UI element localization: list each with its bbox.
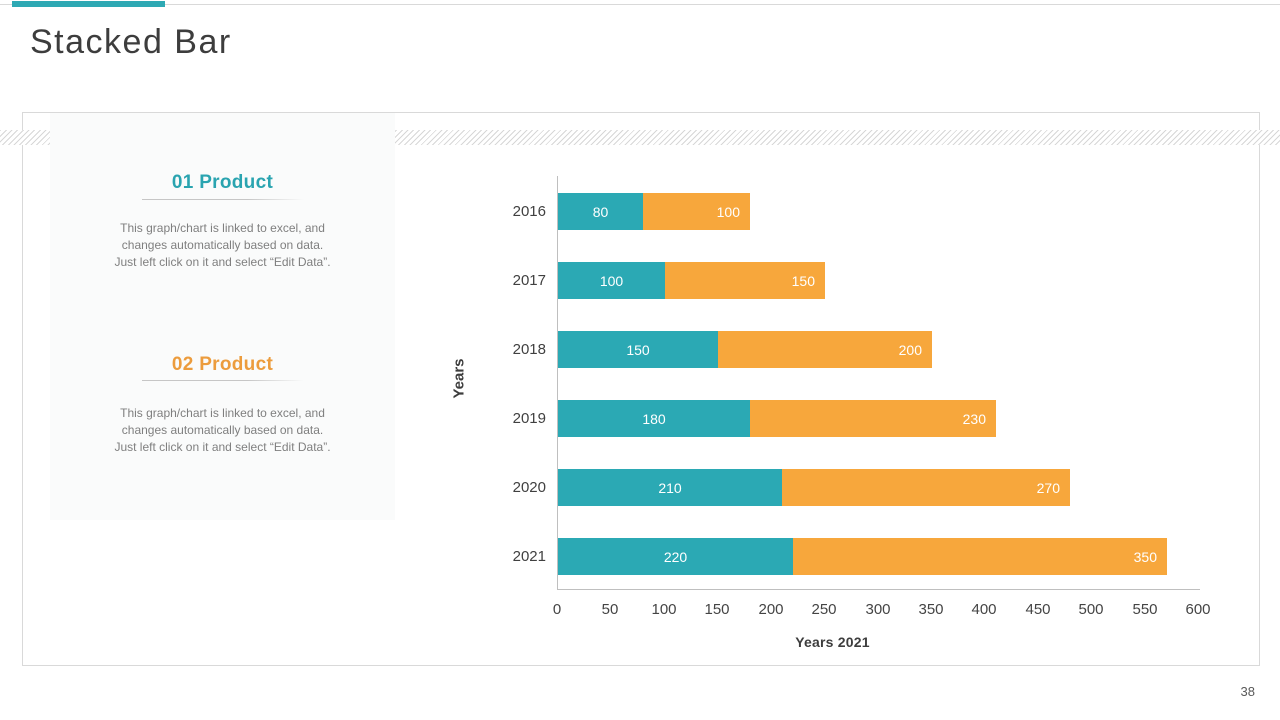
- bar-value-label: 350: [1133, 548, 1157, 565]
- description-line: changes automatically based on data.: [121, 238, 324, 252]
- product-1-heading: 01 Product: [171, 172, 274, 193]
- x-tick-label: 50: [601, 601, 619, 618]
- bar-segment-2021-01-product[interactable]: 220: [558, 538, 793, 575]
- x-tick-label: 450: [1025, 601, 1051, 618]
- bar-segment-2017-02-product[interactable]: 150: [665, 262, 825, 299]
- bar-segment-2020-02-product[interactable]: 270: [782, 469, 1070, 506]
- category-label: 2018: [512, 341, 546, 358]
- x-tick-label: 250: [811, 601, 837, 618]
- x-tick-label: 0: [552, 601, 562, 618]
- description-line: This graph/chart is linked to excel, and: [120, 221, 325, 235]
- bar-segment-2016-02-product[interactable]: 100: [643, 193, 750, 230]
- info-panel: 01 Product This graph/chart is linked to…: [50, 113, 395, 520]
- x-tick-label: 150: [704, 601, 730, 618]
- top-divider-rule: [0, 4, 1280, 5]
- bar-value-label: 80: [592, 203, 609, 220]
- x-tick-label: 500: [1078, 601, 1104, 618]
- x-tick-label: 100: [651, 601, 677, 618]
- bar-segment-2019-01-product[interactable]: 180: [558, 400, 750, 437]
- bar-segment-2017-01-product[interactable]: 100: [558, 262, 665, 299]
- page-number: 38: [1240, 684, 1255, 699]
- product-2-heading-underline: [141, 380, 304, 381]
- y-axis-line: [557, 176, 558, 589]
- bar-value-label: 210: [658, 479, 682, 496]
- bar-segment-2018-02-product[interactable]: 200: [718, 331, 932, 368]
- bar-value-label: 200: [898, 341, 922, 358]
- x-tick-label: 300: [865, 601, 891, 618]
- description-line: This graph/chart is linked to excel, and: [120, 406, 325, 420]
- top-accent-bar: [12, 1, 165, 7]
- category-label: 2019: [512, 410, 546, 427]
- bar-value-label: 180: [642, 410, 666, 427]
- bar-segment-2018-01-product[interactable]: 150: [558, 331, 718, 368]
- x-axis-line: [557, 589, 1200, 590]
- product-2-description: This graph/chart is linked to excel, and…: [62, 405, 383, 456]
- category-label: 2021: [512, 548, 546, 565]
- description-line: Just left click on it and select “Edit D…: [114, 440, 331, 454]
- bar-value-label: 150: [791, 272, 815, 289]
- slide-title: Stacked Bar: [30, 23, 232, 61]
- bar-segment-2021-02-product[interactable]: 350: [793, 538, 1167, 575]
- product-2-heading: 02 Product: [171, 354, 274, 375]
- description-line: changes automatically based on data.: [121, 423, 324, 437]
- product-1-heading-underline: [141, 199, 304, 200]
- x-tick-label: 350: [918, 601, 944, 618]
- product-1-description: This graph/chart is linked to excel, and…: [62, 220, 383, 271]
- bar-value-label: 100: [599, 272, 624, 289]
- x-tick-label: 550: [1132, 601, 1158, 618]
- x-axis-title: Years 2021: [795, 634, 870, 650]
- x-tick-label: 400: [971, 601, 997, 618]
- bar-value-label: 100: [716, 203, 740, 220]
- bar-segment-2019-02-product[interactable]: 230: [750, 400, 996, 437]
- bar-segment-2016-01-product[interactable]: 80: [558, 193, 643, 230]
- bar-value-label: 230: [962, 410, 986, 427]
- bar-value-label: 150: [626, 341, 650, 358]
- x-tick-label: 600: [1185, 601, 1211, 618]
- bar-value-label: 220: [663, 548, 688, 565]
- bar-value-label: 270: [1036, 479, 1060, 496]
- x-tick-label: 200: [758, 601, 784, 618]
- description-line: Just left click on it and select “Edit D…: [114, 255, 331, 269]
- bar-segment-2020-01-product[interactable]: 210: [558, 469, 782, 506]
- category-label: 2016: [512, 203, 546, 220]
- category-label: 2020: [512, 479, 546, 496]
- category-label: 2017: [512, 272, 546, 289]
